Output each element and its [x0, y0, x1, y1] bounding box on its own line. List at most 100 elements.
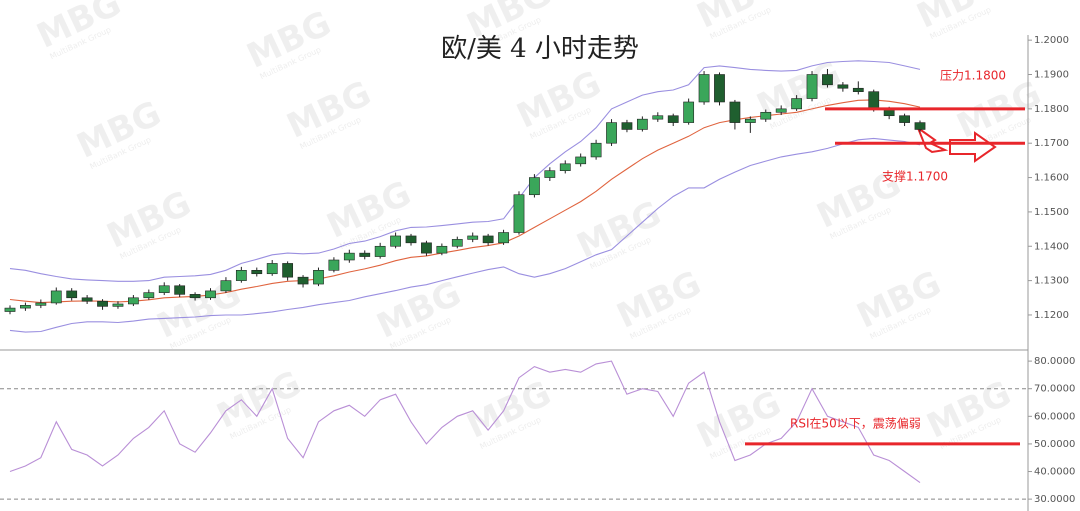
candle-body [282, 263, 294, 278]
series-line [9, 360, 921, 484]
candle-body [606, 122, 617, 144]
candle-body [313, 270, 324, 285]
level-label: RSI在50以下，震荡偏弱 [790, 416, 921, 431]
y-tick-label: 1.2000 [1034, 35, 1069, 46]
candle-body [189, 294, 201, 299]
candle-body [621, 122, 633, 130]
candle-body [498, 232, 509, 244]
candle-body [143, 292, 155, 299]
candle-body [544, 170, 556, 178]
y-tick-label: 30.0000 [1034, 494, 1075, 505]
candle-body [698, 74, 710, 103]
y-tick-label: 1.1300 [1034, 276, 1069, 287]
candle-body [559, 163, 571, 171]
candle-body [791, 98, 802, 110]
candle-body [575, 156, 587, 165]
y-tick-label: 1.1900 [1034, 70, 1069, 81]
candle-body [914, 122, 926, 130]
candle-body [251, 270, 263, 275]
candle-body [4, 307, 16, 312]
candle-body [112, 303, 124, 307]
candle-body [158, 285, 170, 293]
candle-body [482, 235, 494, 244]
candle-body [636, 118, 648, 130]
candle-body [837, 84, 849, 89]
candle-body [899, 115, 910, 123]
candle-body [235, 270, 247, 281]
y-tick-label: 1.1600 [1034, 173, 1069, 184]
candle-body [652, 115, 664, 120]
candle-body [775, 108, 787, 113]
candle-body [760, 111, 772, 120]
y-tick-label: 60.0000 [1034, 411, 1075, 422]
chart-title: 欧/美 4 小时走势 [441, 34, 639, 64]
candle-body [374, 245, 386, 257]
candle-body [20, 305, 31, 309]
series-line [9, 137, 921, 333]
candle-body [297, 276, 309, 285]
candle-body [714, 74, 725, 103]
candle-body [590, 142, 602, 158]
candle-body [744, 118, 756, 123]
arrows [915, 125, 997, 163]
candle-body [467, 235, 479, 240]
y-tick-label: 1.1400 [1034, 241, 1069, 252]
candle-body [683, 101, 695, 123]
candle-body [421, 242, 432, 254]
candle-body [81, 297, 93, 302]
candle-body [667, 115, 679, 123]
candle-body [128, 297, 139, 305]
y-tick-label: 70.0000 [1034, 384, 1075, 395]
candle-body [35, 302, 47, 306]
series-line [9, 60, 921, 282]
candle-body [729, 101, 741, 123]
y-tick-label: 80.0000 [1034, 356, 1075, 367]
candle-body [451, 239, 463, 247]
candle-body [174, 285, 186, 295]
y-tick-label: 1.1800 [1034, 104, 1069, 115]
candle-body [529, 177, 540, 196]
y-tick-label: 1.1200 [1034, 310, 1069, 321]
y-tick-label: 1.1500 [1034, 207, 1069, 218]
y-tick-label: 1.1700 [1034, 138, 1069, 149]
candle-body [205, 290, 216, 299]
candle-body [66, 290, 78, 299]
candle-body [328, 259, 340, 271]
candle-body [806, 74, 818, 99]
candle-body [343, 252, 355, 261]
level-label: 支撑1.1700 [882, 169, 948, 184]
level-label: 压力1.1800 [940, 69, 1006, 83]
y-tick-label: 50.0000 [1034, 439, 1075, 450]
candle-body [50, 290, 62, 304]
candle-body [852, 87, 864, 92]
candle-body [220, 280, 232, 292]
candle-body [359, 252, 371, 257]
y-tick-label: 40.0000 [1034, 467, 1075, 478]
candle-body [436, 245, 448, 254]
candle-body [390, 235, 401, 247]
candle-body [513, 194, 525, 233]
candle-body [97, 300, 108, 307]
candle-body [405, 235, 417, 244]
candle-body [822, 74, 833, 86]
candle-body [266, 263, 278, 275]
